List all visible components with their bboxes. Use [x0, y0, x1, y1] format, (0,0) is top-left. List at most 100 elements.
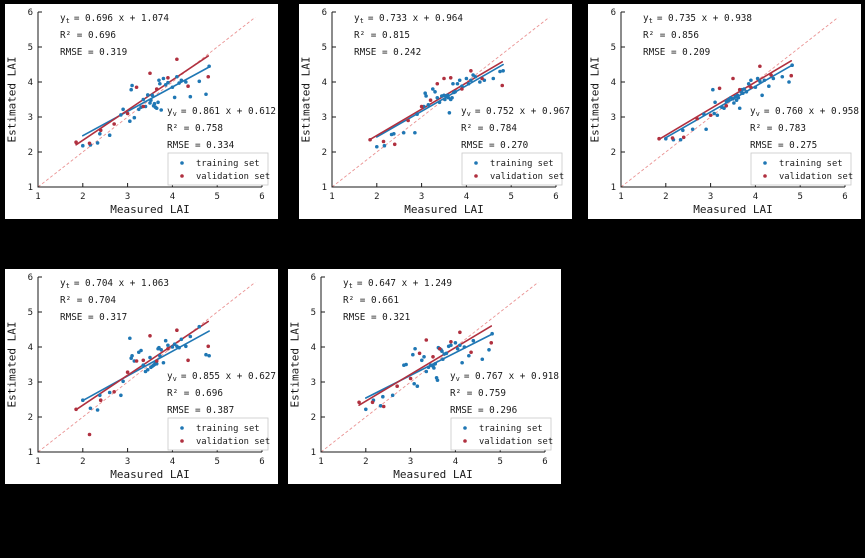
scatter-point-training — [141, 97, 146, 102]
stats-validation: yv = 0.767 x + 0.918 R² = 0.759 RMSE = 0.29… — [450, 371, 559, 416]
scatter-point-training — [98, 132, 102, 136]
scatter-point-training — [455, 81, 460, 86]
equation-text: yv = 0.760 x + 0.958 — [750, 106, 859, 118]
x-axis-title: Measured LAI — [404, 203, 483, 216]
scatter-point-training — [159, 108, 163, 112]
scatter-point-validation — [125, 111, 130, 116]
rmse-text: RMSE = 0.270 — [461, 140, 528, 151]
y-tick-label: 4 — [611, 78, 616, 88]
y-axis-title: Estimated LAI — [289, 321, 302, 407]
stats-training: yt = 0.733 x + 0.964 R² = 0.815 RMSE = 0.24… — [354, 13, 463, 58]
x-tick-label: 4 — [453, 457, 458, 467]
scatter-point-training — [401, 130, 406, 135]
x-axis-title: Measured LAI — [693, 203, 772, 216]
y-tick-label: 1 — [311, 448, 316, 458]
scatter-point-training — [197, 324, 202, 329]
scatter-point-training — [204, 352, 208, 357]
scatter-point-training — [390, 393, 395, 398]
y-tick-label: 3 — [28, 113, 33, 123]
scatter-point-training — [121, 379, 125, 384]
scatter-point-validation — [381, 404, 386, 409]
scatter-point-training — [435, 378, 440, 383]
equation-text: yv = 0.861 x + 0.612 — [167, 106, 276, 118]
legend-box — [167, 152, 269, 186]
panel-top-right: 1 2 3 4 5 6 1 2 3 4 5 6 Measured LAI Estimated LAI yt =… — [588, 4, 861, 219]
y-axis-title: Estimated LAI — [300, 56, 313, 142]
scatter-point-validation — [166, 76, 170, 80]
y-tick-label: 5 — [28, 43, 33, 53]
scatter-point-training — [762, 78, 767, 83]
scatter-point-training — [424, 369, 429, 374]
scatter-point-training — [758, 79, 762, 84]
legend: training set validation set — [167, 152, 270, 186]
x-tick-label: 2 — [80, 457, 85, 467]
scatter-point-training — [702, 112, 706, 116]
legend: training set validation set — [167, 417, 270, 451]
scatter-point-validation — [406, 118, 410, 123]
legend-box — [461, 152, 563, 186]
scatter-point-training — [204, 92, 208, 97]
x-tick-label: 1 — [35, 457, 40, 467]
rmse-text: RMSE = 0.387 — [167, 405, 234, 416]
legend: training set validation set — [450, 417, 553, 451]
legend-marker-validation — [180, 439, 184, 443]
r2-text: R² = 0.784 — [461, 123, 517, 134]
scatter-point-training — [154, 106, 159, 111]
rmse-text: RMSE = 0.296 — [450, 405, 517, 416]
scatter-point-training — [158, 353, 162, 358]
scatter-point-training — [177, 345, 181, 350]
scatter-point-validation — [717, 86, 722, 91]
scatter-point-training — [179, 78, 184, 83]
scatter-point-training — [81, 398, 85, 402]
equation-text: yv = 0.767 x + 0.918 — [450, 371, 559, 383]
scatter-point-validation — [758, 64, 762, 69]
scatter-point-validation — [469, 350, 473, 355]
x-tick-label: 6 — [259, 457, 264, 467]
scatter-point-training — [128, 336, 132, 341]
panel-bottom-middle: 1 2 3 4 5 6 1 2 3 4 5 6 Measured LAI Estimated LAI yt =… — [288, 269, 561, 484]
scatter-point-training — [681, 128, 685, 133]
scatter-point-training — [420, 358, 424, 363]
rmse-text: RMSE = 0.321 — [343, 312, 410, 323]
scatter-point-validation — [460, 87, 464, 91]
scatter-point-validation — [458, 330, 462, 335]
scatter-point-training — [741, 91, 745, 95]
equation-text: yt = 0.696 x + 1.074 — [60, 13, 169, 25]
x-tick-label: 2 — [374, 192, 379, 202]
scatter-point-training — [455, 346, 460, 351]
y-tick-label: 5 — [311, 308, 316, 318]
scatter-point-validation — [381, 139, 386, 144]
y-tick-label: 4 — [311, 343, 316, 353]
scatter-point-training — [149, 98, 153, 102]
legend-label: training set — [479, 424, 543, 434]
scatter-point-training — [753, 85, 758, 90]
scatter-point-training — [464, 76, 469, 81]
scatter-point-training — [382, 143, 387, 148]
legend-marker-training — [180, 426, 184, 430]
legend-marker-validation — [463, 439, 467, 443]
scatter-point-training — [378, 404, 383, 408]
scatter-point-validation — [166, 346, 170, 351]
scatter-point-validation — [206, 74, 211, 79]
scatter-point-training — [197, 79, 202, 84]
scatter-point-training — [404, 362, 408, 367]
axes: 1 2 3 4 5 6 1 2 3 4 5 6 Measured LAI Estimated LAI — [589, 8, 848, 216]
scatter-point-validation — [154, 87, 159, 91]
scatter-point-validation — [724, 104, 729, 108]
r2-text: R² = 0.856 — [643, 30, 699, 41]
legend-label: training set — [196, 159, 260, 169]
scatter-point-training — [139, 348, 143, 353]
scatter-point-training — [128, 119, 132, 123]
x-tick-label: 4 — [170, 192, 175, 202]
scatter-point-training — [469, 78, 473, 83]
scatter-point-training — [188, 94, 193, 99]
scatter-point-training — [449, 343, 453, 348]
training-points — [81, 64, 211, 148]
scatter-point-training — [443, 97, 447, 102]
rmse-text: RMSE = 0.334 — [167, 140, 235, 151]
scatter-point-training — [422, 355, 426, 359]
scatter-point-training — [392, 132, 396, 136]
axes: 1 2 3 4 5 6 1 2 3 4 5 6 Measured LAI Estimated LAI — [289, 273, 548, 481]
scatter-point-training — [375, 144, 379, 149]
scatter-point-training — [433, 362, 438, 366]
